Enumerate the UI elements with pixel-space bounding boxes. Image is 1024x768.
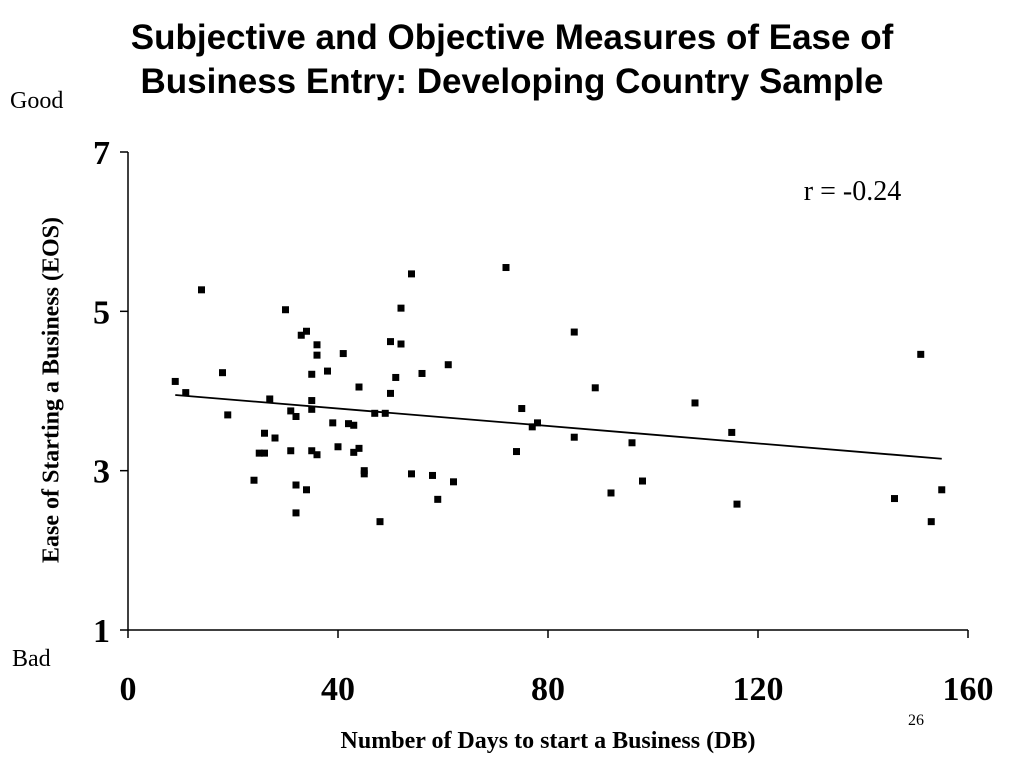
data-point bbox=[297, 331, 305, 339]
data-point bbox=[308, 447, 316, 455]
data-point bbox=[570, 328, 578, 336]
data-point bbox=[303, 486, 310, 494]
data-point bbox=[355, 383, 363, 391]
data-point bbox=[387, 389, 394, 397]
data-point bbox=[518, 405, 526, 413]
data-point bbox=[329, 419, 337, 427]
data-point bbox=[639, 477, 646, 485]
data-point bbox=[628, 439, 636, 447]
data-point bbox=[292, 412, 300, 420]
data-point bbox=[397, 340, 405, 348]
data-point bbox=[308, 405, 316, 413]
data-point bbox=[339, 350, 347, 358]
data-point bbox=[591, 384, 599, 392]
data-point bbox=[313, 341, 321, 349]
data-point bbox=[266, 395, 274, 403]
data-point bbox=[408, 470, 415, 478]
data-point bbox=[303, 327, 310, 335]
data-point bbox=[434, 495, 442, 503]
data-point bbox=[219, 369, 226, 377]
x-tick-label: 80 bbox=[531, 671, 565, 708]
data-point bbox=[350, 448, 358, 456]
data-point bbox=[534, 419, 541, 427]
data-point bbox=[224, 411, 232, 419]
data-point bbox=[891, 495, 898, 503]
data-point bbox=[171, 377, 179, 385]
data-point bbox=[313, 451, 321, 459]
data-point bbox=[198, 286, 205, 294]
data-point bbox=[381, 409, 389, 417]
bad-label: Bad bbox=[12, 646, 51, 672]
data-point bbox=[287, 407, 295, 415]
data-point bbox=[392, 373, 400, 381]
data-point bbox=[261, 429, 268, 437]
x-tick-label: 160 bbox=[943, 671, 994, 708]
data-point bbox=[308, 397, 316, 405]
good-label: Good bbox=[10, 88, 64, 114]
y-tick-label: 1 bbox=[93, 613, 110, 650]
y-tick-label: 7 bbox=[93, 135, 110, 172]
x-tick-label: 40 bbox=[321, 671, 355, 708]
data-point bbox=[938, 486, 946, 494]
data-point bbox=[502, 264, 510, 272]
data-point bbox=[292, 509, 300, 517]
x-tick-label: 0 bbox=[120, 671, 137, 708]
data-point bbox=[733, 500, 741, 508]
data-point bbox=[271, 434, 279, 442]
data-point bbox=[261, 449, 268, 457]
x-tick-label: 120 bbox=[733, 671, 784, 708]
data-point bbox=[444, 361, 452, 369]
data-point bbox=[255, 449, 263, 457]
data-point bbox=[917, 350, 925, 358]
data-point bbox=[728, 428, 736, 436]
data-point bbox=[418, 369, 426, 377]
chart-title: Subjective and Objective Measures of Eas… bbox=[0, 16, 1024, 104]
x-axis-label: Number of Days to start a Business (DB) bbox=[340, 728, 756, 754]
page-number: 26 bbox=[908, 712, 924, 729]
y-tick-label: 5 bbox=[93, 294, 110, 331]
data-point bbox=[334, 443, 342, 451]
data-point bbox=[376, 518, 384, 526]
data-point bbox=[450, 478, 457, 486]
chart-title-line2: Business Entry: Developing Country Sampl… bbox=[140, 62, 884, 101]
data-point bbox=[927, 518, 935, 526]
data-point bbox=[513, 448, 520, 456]
data-point bbox=[282, 306, 289, 314]
data-point bbox=[292, 481, 300, 489]
data-point bbox=[691, 399, 699, 407]
data-point bbox=[528, 423, 536, 431]
data-point bbox=[387, 338, 394, 346]
data-point bbox=[182, 389, 190, 397]
data-point bbox=[324, 367, 331, 375]
chart-title-line1: Subjective and Objective Measures of Eas… bbox=[130, 18, 894, 57]
data-point bbox=[408, 270, 415, 278]
data-point bbox=[429, 471, 436, 479]
data-point bbox=[313, 351, 321, 359]
trend-line bbox=[175, 394, 942, 460]
data-point bbox=[308, 370, 316, 378]
data-point bbox=[397, 304, 405, 312]
data-point bbox=[371, 409, 379, 417]
correlation-annotation: r = -0.24 bbox=[804, 176, 901, 207]
data-point bbox=[360, 470, 368, 478]
y-tick-label: 3 bbox=[93, 454, 110, 491]
data-point bbox=[350, 421, 358, 429]
data-point bbox=[607, 489, 615, 497]
data-point bbox=[570, 433, 578, 441]
data-point bbox=[355, 444, 363, 452]
data-point bbox=[250, 476, 258, 484]
data-point bbox=[345, 420, 352, 428]
data-point bbox=[287, 447, 295, 455]
